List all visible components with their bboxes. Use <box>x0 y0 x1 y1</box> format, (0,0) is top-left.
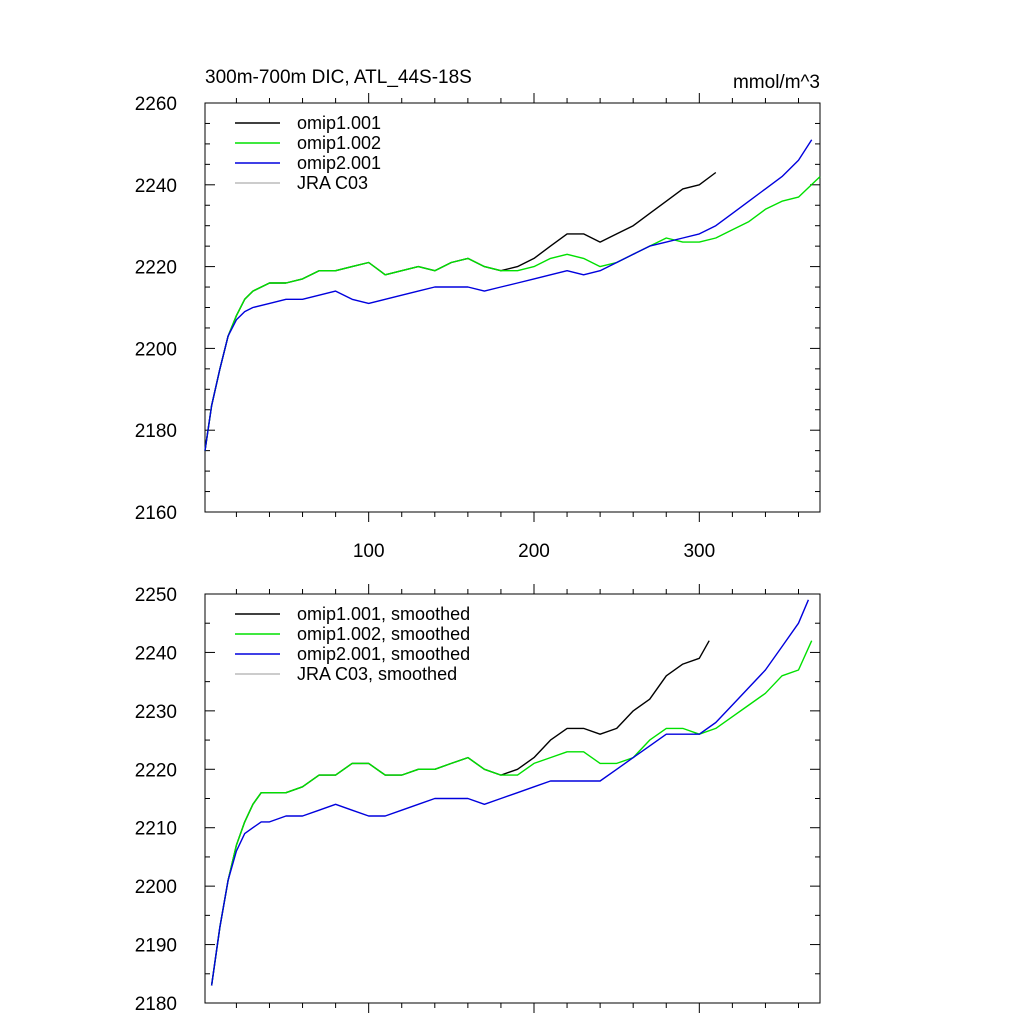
y-tick-label: 2190 <box>135 936 177 957</box>
series-line-3 <box>204 139 813 451</box>
y-tick-label: 2160 <box>135 503 177 524</box>
series-line-1 <box>204 171 717 451</box>
legend-label: omip1.001 <box>297 113 381 133</box>
legend-label: omip1.002 <box>297 133 381 153</box>
legend-label: JRA C03 <box>297 173 368 193</box>
y-tick-label: 2260 <box>135 94 177 115</box>
x-tick-label: 200 <box>518 541 550 562</box>
panel-2: 2180 2190 2200 2210 2220 2230 2240 2250 omip1.00… <box>135 584 821 1015</box>
y-tick-label: 2180 <box>135 421 177 442</box>
x-tick-label: 100 <box>353 541 385 562</box>
series-line-1 <box>210 640 710 986</box>
y-tick-label: 2200 <box>135 877 177 898</box>
y-tick-label: 2210 <box>135 819 177 840</box>
legend-label: omip2.001, smoothed <box>297 644 470 664</box>
y-tick-label: 2220 <box>135 760 177 781</box>
y-tick-label: 2240 <box>135 176 177 197</box>
series-line-2 <box>204 176 821 451</box>
y-tick-label: 2250 <box>135 585 177 606</box>
legend-label: omip2.001 <box>297 153 381 173</box>
y-tick-label: 2230 <box>135 702 177 723</box>
units-label: mmol/m^3 <box>733 72 820 93</box>
x-tick-label: 300 <box>683 541 715 562</box>
y-tick-label: 2180 <box>135 994 177 1015</box>
chart-title: 300m-700m DIC, ATL_44S-18S <box>205 67 472 88</box>
legend-label: omip1.002, smoothed <box>297 624 470 644</box>
y-tick-label: 2220 <box>135 258 177 279</box>
panel-1: 2160 2180 2200 2220 2240 2260 100 200 300 300m-70… <box>135 67 821 562</box>
series-line-3 <box>210 599 810 986</box>
legend-label: omip1.001, smoothed <box>297 604 470 624</box>
legend-label: JRA C03, smoothed <box>297 664 457 684</box>
y-tick-label: 2240 <box>135 643 177 664</box>
y-tick-label: 2200 <box>135 339 177 360</box>
series-line-2 <box>210 640 813 986</box>
